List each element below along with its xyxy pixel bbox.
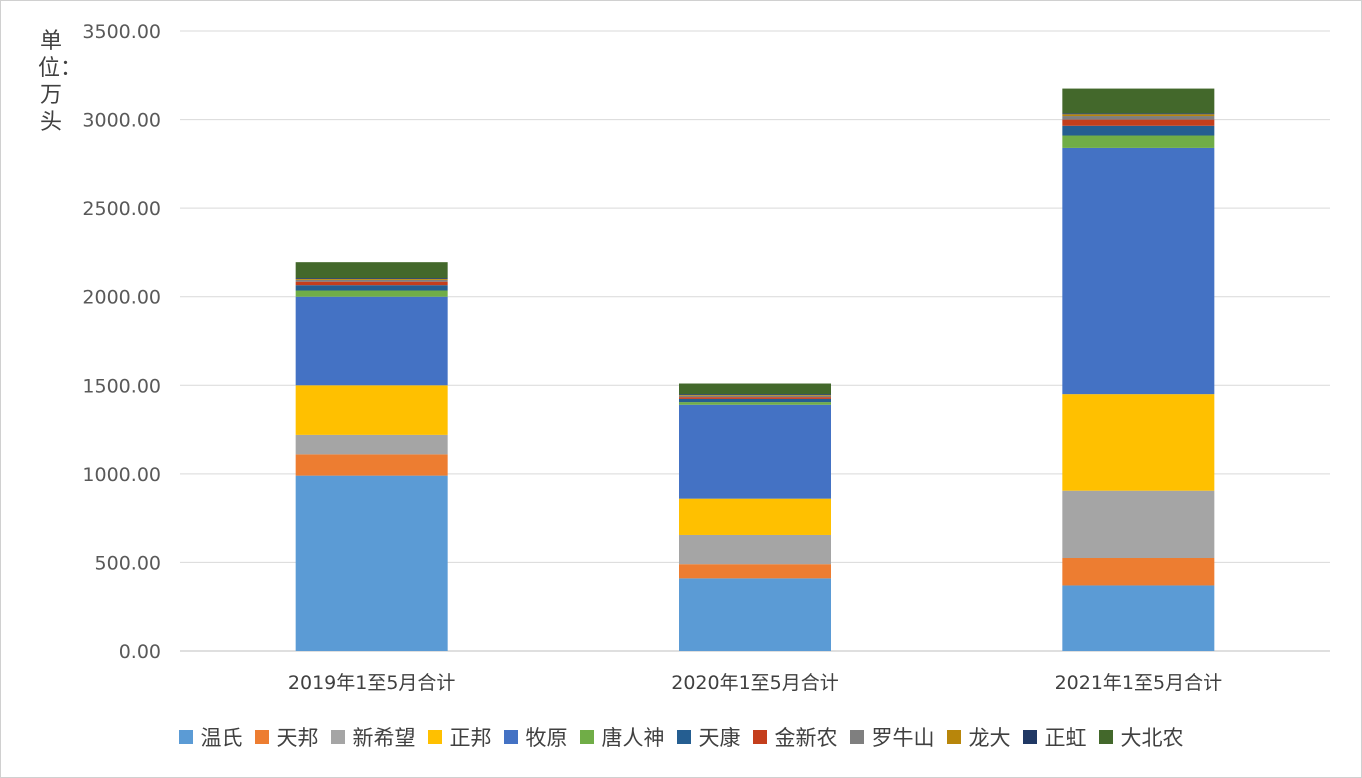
legend-item: 温氏 bbox=[178, 722, 243, 752]
legend-label: 大北农 bbox=[1120, 726, 1184, 750]
bar-segment bbox=[1062, 394, 1215, 491]
legend-swatch bbox=[752, 730, 767, 744]
bar-segment bbox=[679, 394, 831, 396]
bar-segment bbox=[1062, 116, 1215, 120]
bar-segment bbox=[1062, 147, 1215, 395]
bar-segment bbox=[1062, 113, 1215, 115]
legend-item: 牧原 bbox=[503, 722, 568, 752]
bar-segment bbox=[295, 385, 448, 435]
bar-segment bbox=[679, 398, 831, 403]
legend-swatch bbox=[503, 730, 518, 744]
legend-item: 正虹 bbox=[1022, 722, 1087, 752]
bar-segment bbox=[1062, 135, 1215, 148]
legend: 温氏 天邦 新希望 正邦 牧原 唐人神 天康 金新农 罗牛山 龙大 正虹 大北农 bbox=[0, 722, 1362, 752]
legend-swatch bbox=[946, 730, 961, 744]
bar-segment bbox=[679, 564, 831, 579]
bar-segment bbox=[1062, 125, 1215, 136]
legend-label: 龙大 bbox=[968, 726, 1011, 750]
bar-segment bbox=[295, 281, 448, 286]
legend-swatch bbox=[676, 730, 691, 744]
bar-segment bbox=[1062, 88, 1215, 114]
legend-swatch bbox=[849, 730, 864, 744]
legend-item: 新希望 bbox=[330, 722, 416, 752]
y-tick-label: 3500.00 bbox=[82, 21, 161, 43]
x-category-label: 2019年1至5月合计 bbox=[288, 672, 456, 694]
legend-swatch bbox=[579, 730, 594, 744]
legend-label: 正虹 bbox=[1044, 726, 1087, 750]
bar-segment bbox=[295, 454, 448, 476]
legend-label: 罗牛山 bbox=[871, 726, 935, 750]
bar-segment bbox=[1062, 114, 1215, 117]
bar-segment bbox=[679, 534, 831, 565]
legend-item: 大北农 bbox=[1098, 722, 1184, 752]
bar-segment bbox=[295, 290, 448, 297]
legend-label: 正邦 bbox=[449, 726, 492, 750]
legend-swatch bbox=[330, 730, 345, 744]
bar-segment bbox=[1062, 558, 1215, 586]
legend-item: 天邦 bbox=[254, 722, 319, 752]
bar-segment bbox=[295, 262, 448, 279]
bar-segment bbox=[1062, 119, 1215, 126]
legend-swatch bbox=[178, 730, 193, 744]
legend-label: 金新农 bbox=[774, 726, 838, 750]
y-tick-label: 3000.00 bbox=[82, 110, 161, 132]
y-tick-label: 0.00 bbox=[119, 641, 161, 663]
legend-label: 温氏 bbox=[200, 726, 243, 750]
legend-swatch bbox=[1022, 730, 1037, 744]
bar-segment bbox=[295, 279, 448, 282]
bar-segment bbox=[679, 383, 831, 395]
bar-segment bbox=[295, 434, 448, 455]
y-tick-labels: 0.00 500.00 1000.00 1500.00 2000.00 2500.00 30… bbox=[82, 21, 161, 663]
y-tick-label: 2500.00 bbox=[82, 198, 161, 220]
bar-segment bbox=[679, 402, 831, 405]
bar-segment bbox=[295, 296, 448, 386]
legend-label: 唐人神 bbox=[601, 726, 665, 750]
bar-segment bbox=[679, 397, 831, 399]
bar-segment bbox=[1062, 585, 1215, 651]
bar-segment bbox=[295, 278, 448, 279]
x-category-label: 2020年1至5月合计 bbox=[671, 672, 839, 694]
legend-label: 天邦 bbox=[276, 726, 319, 750]
bar-segment bbox=[679, 578, 831, 651]
legend-swatch bbox=[1098, 730, 1113, 744]
legend-label: 新希望 bbox=[352, 726, 416, 750]
bar-segment bbox=[1062, 490, 1215, 558]
legend-item: 罗牛山 bbox=[849, 722, 935, 752]
legend-item: 金新农 bbox=[752, 722, 838, 752]
bar-segment bbox=[679, 395, 831, 396]
legend-item: 唐人神 bbox=[579, 722, 665, 752]
x-category-label: 2021年1至5月合计 bbox=[1055, 672, 1223, 694]
bars bbox=[295, 88, 1215, 651]
y-tick-label: 2000.00 bbox=[82, 287, 161, 309]
bar-segment bbox=[295, 279, 448, 280]
bar-segment bbox=[679, 404, 831, 499]
legend-swatch bbox=[254, 730, 269, 744]
y-tick-label: 500.00 bbox=[95, 552, 161, 574]
x-category-labels: 2019年1至5月合计 2020年1至5月合计 2021年1至5月合计 bbox=[288, 672, 1222, 694]
y-tick-label: 1000.00 bbox=[82, 464, 161, 486]
bar-segment bbox=[295, 285, 448, 291]
legend-swatch bbox=[427, 730, 442, 744]
bar-segment bbox=[295, 475, 448, 651]
legend-label: 天康 bbox=[698, 726, 741, 750]
legend-item: 龙大 bbox=[946, 722, 1011, 752]
legend-item: 天康 bbox=[676, 722, 741, 752]
legend-label: 牧原 bbox=[525, 726, 568, 750]
stacked-bar-chart: 0.00 500.00 1000.00 1500.00 2000.00 2500.00 30… bbox=[82, 21, 1330, 694]
bar-segment bbox=[679, 498, 831, 535]
y-tick-label: 1500.00 bbox=[82, 375, 161, 397]
bar-segment bbox=[679, 395, 831, 398]
legend-item: 正邦 bbox=[427, 722, 492, 752]
